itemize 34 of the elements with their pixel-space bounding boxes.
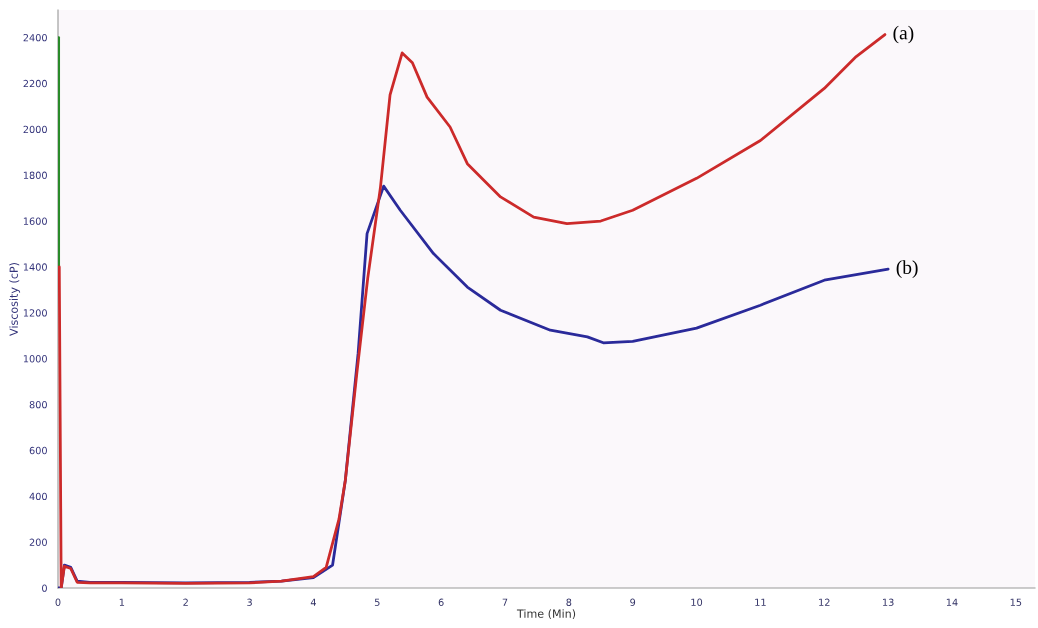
x-tick-label: 9 — [630, 598, 636, 606]
y-tick-label: 600 — [29, 446, 47, 455]
x-tick-label: 15 — [1010, 598, 1022, 606]
x-tick-label: 2 — [183, 598, 188, 606]
y-tick-label: 1800 — [23, 171, 47, 179]
series-label: (b) — [896, 260, 918, 278]
y-tick-label: 1000 — [23, 355, 47, 363]
x-tick-label: 1 — [119, 598, 125, 606]
y-tick-label: 0 — [42, 584, 47, 592]
x-tick-label: 6 — [438, 598, 444, 606]
x-tick-label: 14 — [946, 598, 958, 606]
y-tick-label: 200 — [29, 538, 47, 546]
x-tick-label: 0 — [55, 598, 61, 606]
y-tick-label: 400 — [29, 492, 47, 501]
y-tick-label: 2400 — [23, 34, 47, 42]
line-series — [58, 33, 887, 588]
y-tick-label: 1200 — [23, 309, 47, 317]
y-axis-title: Viscosity (cP) — [9, 262, 21, 336]
x-tick-label: 8 — [566, 598, 572, 606]
x-tick-label: 7 — [502, 598, 508, 606]
x-tick-label: 13 — [883, 598, 894, 606]
x-tick-label: 11 — [755, 598, 766, 606]
x-axis-title: Time (Min) — [516, 609, 576, 620]
y-tick-label: 2000 — [23, 125, 47, 134]
x-tick-label: 4 — [310, 598, 316, 606]
series-label: (a) — [893, 25, 914, 44]
x-tick-label: 5 — [374, 598, 380, 606]
x-tick-label: 10 — [691, 598, 703, 606]
y-tick-label: 800 — [29, 400, 47, 409]
y-tick-label: 2200 — [23, 79, 47, 88]
y-tick-label: 1400 — [23, 263, 47, 271]
x-tick-label: 3 — [247, 598, 252, 606]
y-tick-label: 1600 — [23, 217, 47, 225]
x-tick-label: 12 — [819, 598, 830, 606]
